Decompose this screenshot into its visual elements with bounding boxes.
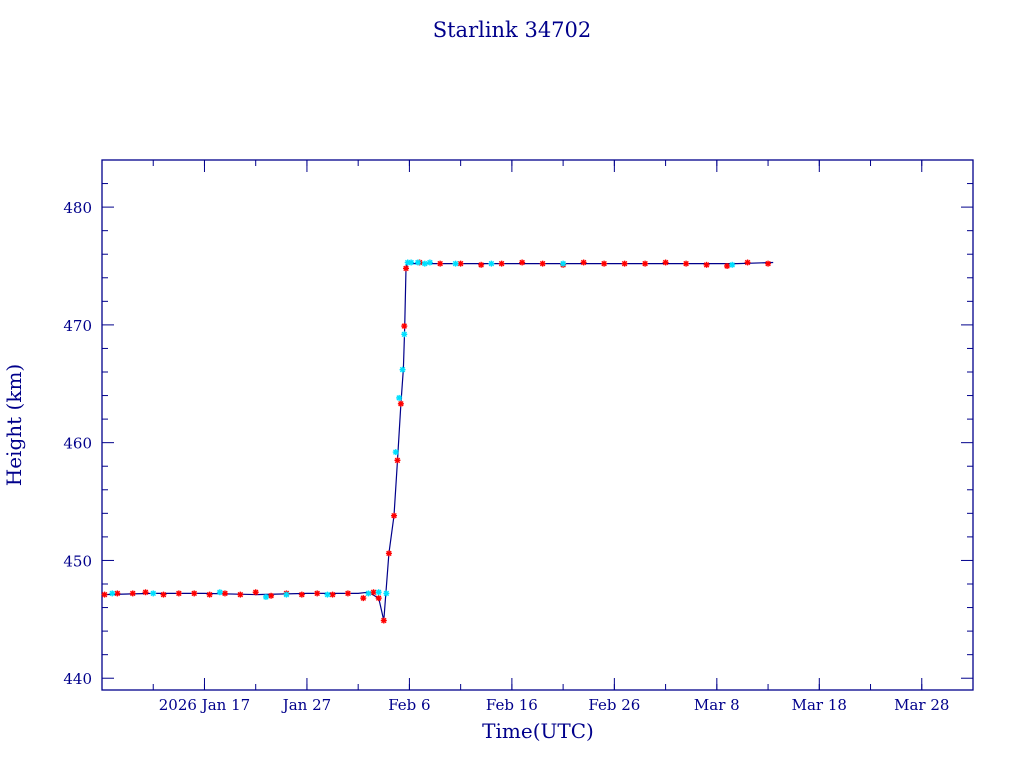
series-0 (101, 261, 774, 621)
x-tick-label: 2026 Jan 17 (159, 696, 250, 714)
data-point (344, 590, 351, 597)
y-tick-label: 470 (63, 317, 92, 335)
data-point (142, 589, 149, 596)
data-point (683, 260, 690, 267)
data-point (314, 590, 321, 597)
x-axis-label: Time(UTC) (482, 719, 594, 743)
data-point (414, 259, 421, 266)
data-point (396, 394, 403, 401)
data-point (457, 260, 464, 267)
data-point (370, 589, 377, 596)
data-point (252, 589, 259, 596)
y-tick-label: 450 (63, 552, 92, 570)
data-point (380, 617, 387, 624)
data-point (621, 260, 628, 267)
data-point (216, 589, 223, 596)
data-point (329, 591, 336, 598)
data-point (426, 259, 433, 266)
x-tick-label: Feb 26 (588, 696, 640, 714)
data-point (744, 259, 751, 266)
data-point (703, 261, 710, 268)
data-point (391, 512, 398, 519)
y-axis-label: Height (km) (2, 364, 26, 486)
data-point (298, 591, 305, 598)
data-point (237, 591, 244, 598)
data-point (262, 593, 269, 600)
plot-frame (101, 159, 974, 691)
series-layer (101, 259, 774, 624)
data-point (175, 590, 182, 597)
series-1 (101, 259, 772, 624)
y-tick-label: 460 (63, 435, 92, 453)
data-point (399, 366, 406, 373)
data-point (109, 590, 116, 597)
chart-title: Starlink 34702 (433, 18, 592, 42)
x-tick-label: Mar 8 (694, 696, 740, 714)
data-point (488, 260, 495, 267)
data-point (724, 263, 731, 269)
data-point (765, 260, 772, 267)
x-tick-label: Feb 16 (486, 696, 538, 714)
data-point (101, 591, 108, 598)
series-2 (109, 259, 736, 600)
data-point (478, 261, 485, 268)
data-point (360, 595, 367, 602)
data-point (268, 592, 275, 599)
data-point (394, 457, 401, 464)
data-point (421, 260, 428, 267)
data-point (383, 590, 390, 597)
data-point (580, 259, 587, 266)
axis-ticks (102, 159, 973, 690)
data-point (437, 260, 444, 267)
data-point (401, 323, 408, 330)
x-tick-label: Feb 6 (388, 696, 430, 714)
data-point (729, 261, 736, 268)
data-point (397, 400, 404, 407)
data-point (601, 260, 608, 267)
data-point (519, 259, 526, 266)
data-point (191, 590, 198, 597)
x-tick-labels: 2026 Jan 17 Jan 27 Feb 6 Feb 16 Feb 26 Mar 8 M… (159, 696, 950, 714)
data-point (539, 260, 546, 267)
y-tick-label: 480 (63, 199, 92, 217)
x-tick-label: Jan 27 (281, 696, 331, 714)
data-point (408, 259, 415, 266)
data-point (385, 550, 392, 557)
data-point (206, 591, 213, 598)
y-tick-label: 440 (63, 670, 92, 688)
x-tick-label: Mar 28 (894, 696, 949, 714)
data-point (365, 590, 372, 597)
data-point (150, 590, 157, 597)
data-point (401, 331, 408, 338)
data-point (129, 590, 136, 597)
data-point (221, 590, 228, 597)
data-point (375, 589, 382, 596)
data-point (283, 591, 290, 598)
data-point (375, 595, 382, 602)
data-point (392, 449, 399, 456)
y-tick-labels: 440 450 460 470 480 (63, 199, 92, 688)
data-point (662, 259, 669, 266)
data-point (560, 260, 567, 267)
series-line (101, 261, 774, 621)
data-point (324, 591, 331, 598)
data-point (160, 591, 167, 598)
data-point (642, 260, 649, 267)
data-point (114, 590, 121, 597)
data-point (498, 260, 505, 267)
data-point (452, 260, 459, 267)
x-tick-label: Mar 18 (792, 696, 847, 714)
data-point (402, 265, 409, 272)
